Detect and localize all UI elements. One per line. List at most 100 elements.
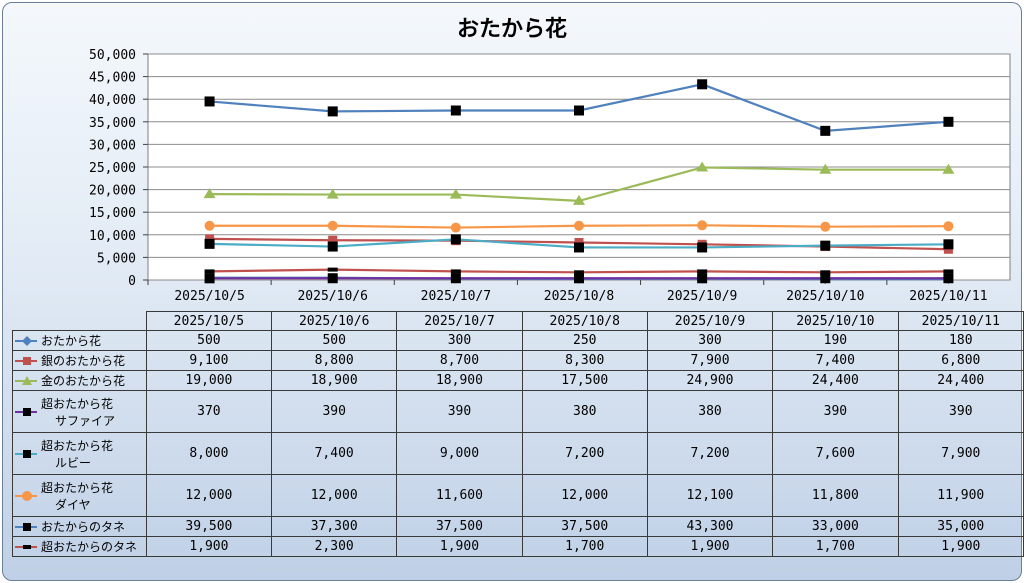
table-cell: 18,900: [396, 370, 523, 391]
table-cell: 11,900: [897, 474, 1024, 517]
table-cell: 19,000: [145, 370, 273, 391]
series-name-line: おたからのタネ: [41, 520, 126, 534]
column-header: 2025/10/11: [897, 311, 1024, 331]
data-point: [450, 273, 461, 284]
data-point: [574, 220, 584, 231]
table-row: 超おたから花 ルビー 8,000 7,400 9,000 7,200 7,200 7,600 7…: [12, 432, 1024, 475]
data-point: [574, 242, 584, 253]
series-legend-label: 銀のおたから花: [12, 350, 147, 371]
series-name-line: 超おたからのタネ: [41, 540, 138, 554]
x-tick-label: 2025/10/10: [786, 289, 864, 304]
x-tick-label: 2025/10/7: [421, 289, 491, 304]
table-row: 金のおたから花 19,000 18,900 18,900 17,500 24,900 24,…: [12, 370, 1024, 391]
y-tick-label: 20,000: [89, 184, 136, 199]
series-name-line: 超おたから花: [41, 438, 114, 453]
data-point: [204, 238, 215, 249]
series-name-line: サファイア: [55, 413, 116, 428]
table-cell: 7,200: [646, 432, 774, 475]
chart-title: おたから花: [456, 17, 567, 42]
table-cell: 7,900: [897, 432, 1024, 475]
x-tick-label: 2025/10/5: [174, 289, 244, 304]
data-point: [942, 163, 955, 174]
data-point: [327, 220, 338, 231]
series-name-line: 超おたから花: [41, 396, 114, 411]
x-tick-label: 2025/10/6: [297, 289, 367, 304]
table-cell: 7,600: [772, 432, 899, 475]
data-point: [819, 163, 832, 174]
table-cell: 8,300: [521, 350, 648, 371]
legend-key: [15, 356, 37, 365]
data-point: [449, 188, 462, 199]
y-tick-label: 30,000: [89, 138, 136, 153]
table-cell: 35,000: [897, 516, 1024, 537]
table-cell: 17,500: [521, 370, 648, 391]
y-tick-label: 40,000: [89, 93, 136, 108]
data-point: [203, 188, 216, 199]
table-cell: 11,800: [772, 474, 899, 517]
line-chart: 0 5,000 10,000 15,000 20,000 25,000 30,000 35,0…: [89, 48, 1011, 304]
table-cell: 500: [145, 330, 273, 351]
data-point: [943, 239, 954, 250]
table-cell: 9,100: [145, 350, 273, 371]
table-cell: 390: [897, 390, 1024, 433]
table-cell: 1,700: [772, 536, 899, 557]
table-row: 超おたから花 ダイヤ 12,000 12,000 11,600 12,000 12,100 1…: [12, 474, 1024, 517]
data-point: [327, 273, 338, 284]
table-cell: 1,900: [396, 536, 523, 557]
table-cell: 1,900: [145, 536, 273, 557]
series-legend-label: 金のおたから花: [12, 370, 147, 391]
data-point: [327, 267, 338, 272]
data-point: [943, 269, 954, 274]
series-legend-label: おたからのタネ: [12, 516, 147, 537]
table-cell: 370: [145, 390, 273, 433]
table-cell: 7,900: [646, 350, 774, 371]
table-cell: 8,000: [145, 432, 273, 475]
column-header: 2025/10/9: [646, 311, 774, 331]
table-cell: 43,300: [646, 516, 774, 537]
table-cell: 300: [396, 330, 523, 351]
data-point: [820, 270, 831, 275]
table-row: 銀のおたから花 9,100 8,800 8,700 8,300 7,900 7,400 6,8…: [12, 350, 1024, 371]
table-cell: 390: [271, 390, 398, 433]
data-point: [326, 188, 339, 199]
table-row: おたから花 500 500 300 250 300 190 180: [12, 330, 1024, 351]
series-name-line: ダイヤ: [55, 497, 91, 512]
table-cell: 1,900: [646, 536, 774, 557]
table-cell: 7,400: [271, 432, 398, 475]
data-point: [943, 221, 954, 232]
y-tick-label: 5,000: [97, 251, 136, 266]
legend-key: [15, 522, 37, 531]
table-cell: 500: [271, 330, 398, 351]
y-tick-label: 10,000: [89, 229, 136, 244]
table-row: 超おたから花 サファイア 370 390 390 380 380 390 390: [12, 390, 1024, 433]
series-legend-label: 超おたから花サファイア: [12, 390, 147, 433]
series-name-line: おたから花: [41, 334, 102, 348]
table-cell: 24,900: [646, 370, 774, 391]
column-header: 2025/10/6: [271, 311, 398, 331]
data-point: [450, 222, 461, 233]
table-cell: 7,400: [772, 350, 899, 371]
data-point: [943, 116, 954, 127]
y-tick-label: 50,000: [89, 48, 136, 63]
table-cell: 2,300: [271, 536, 398, 557]
table-cell: 8,800: [271, 350, 398, 371]
table-cell: 8,700: [396, 350, 523, 371]
table-cell: 11,600: [396, 474, 523, 517]
y-tick-label: 15,000: [89, 206, 136, 221]
y-tick-label: 0: [128, 274, 136, 289]
table-cell: 190: [772, 330, 899, 351]
table-cell: 24,400: [897, 370, 1024, 391]
legend-key: [15, 490, 37, 501]
table-cell: 24,400: [772, 370, 899, 391]
table-cell: 250: [521, 330, 648, 351]
y-tick-label: 25,000: [89, 161, 136, 176]
series-name-line: 金のおたから花: [41, 374, 126, 388]
table-cell: 380: [646, 390, 774, 433]
data-point: [820, 240, 831, 251]
table-cell: 37,500: [396, 516, 523, 537]
legend-key: [15, 407, 37, 416]
table-cell: 300: [646, 330, 774, 351]
table-row: 超おたからのタネ 1,900 2,300 1,900 1,700 1,900 1,700 1,…: [12, 536, 1024, 557]
legend-key: [15, 335, 37, 346]
series-legend-label: 超おたから花 ルビー: [12, 432, 147, 475]
